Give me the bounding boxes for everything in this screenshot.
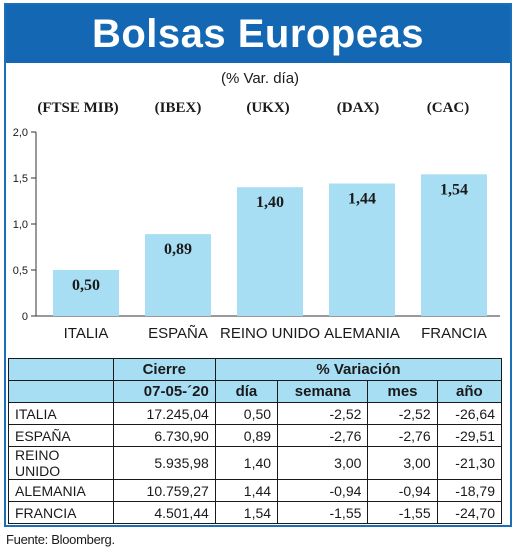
row-mes: -1,55 xyxy=(367,501,438,524)
bar xyxy=(145,234,211,316)
y-tick-label: 1,0 xyxy=(13,219,28,231)
row-cierre: 4.501,44 xyxy=(112,501,216,524)
row-name: ESPAÑA xyxy=(8,424,114,447)
index-label-dax: (DAX) xyxy=(336,100,380,116)
header-cierre: Cierre xyxy=(112,358,216,381)
row-mes: -2,52 xyxy=(367,402,438,425)
row-dia: 1,40 xyxy=(214,446,279,480)
bars-group: 0,50 0,89 1,40 1,44 1,54 xyxy=(53,174,487,316)
row-cierre: 17.245,04 xyxy=(112,402,216,425)
y-tick-label: 1,5 xyxy=(13,173,28,185)
bar-value-label: 1,54 xyxy=(440,181,468,198)
table-row: ITALIA 17.245,04 0,50 -2,52 -2,52 -26,64 xyxy=(8,402,503,425)
bar-value-label: 0,89 xyxy=(164,241,192,258)
bar xyxy=(53,270,119,316)
page-title: Bolsas Europeas xyxy=(6,5,510,63)
row-dia: 1,54 xyxy=(214,501,279,524)
index-label-cac: (CAC) xyxy=(426,100,470,116)
chart-subtitle: (% Var. día) xyxy=(220,70,300,87)
bar-value-label: 1,40 xyxy=(256,194,284,211)
row-anio: -26,64 xyxy=(436,402,503,425)
row-name: FRANCIA xyxy=(8,501,114,524)
table-subheader-row: 07-05-´20 día semana mes año xyxy=(8,380,503,403)
row-mes: 3,00 xyxy=(367,446,438,480)
header-semana: semana xyxy=(277,380,369,403)
table-row: REINO UNIDO 5.935,98 1,40 3,00 3,00 -21,… xyxy=(8,446,503,480)
bar xyxy=(421,174,487,316)
table-row: FRANCIA 4.501,44 1,54 -1,55 -1,55 -24,70 xyxy=(8,501,503,524)
header-mes: mes xyxy=(367,380,438,403)
row-name: REINO UNIDO xyxy=(8,446,114,480)
row-semana: -0,94 xyxy=(277,479,369,502)
row-anio: -18,79 xyxy=(436,479,503,502)
index-label-ukx: (UKX) xyxy=(246,100,290,116)
x-category-label: FRANCIA xyxy=(421,325,487,342)
row-semana: 3,00 xyxy=(277,446,369,480)
row-anio: -24,70 xyxy=(436,501,503,524)
index-label-ibex: (IBEX) xyxy=(154,100,202,116)
bar-value-label: 0,50 xyxy=(72,277,100,294)
row-name: ITALIA xyxy=(8,402,114,425)
y-tick-label: 2,0 xyxy=(13,127,28,139)
subheader-blank xyxy=(8,380,114,403)
row-cierre: 5.935,98 xyxy=(112,446,216,480)
row-dia: 0,89 xyxy=(214,424,279,447)
index-label-ftse-mib: (FTSE MIB) xyxy=(37,100,119,116)
x-axis-labels: ITALIA ESPAÑA REINO UNIDO ALEMANIA FRANCIA xyxy=(64,325,487,342)
y-tick-label: 0 xyxy=(22,311,28,323)
market-table: Cierre % Variación 07-05-´20 día semana … xyxy=(8,358,503,524)
row-anio: -21,30 xyxy=(436,446,503,480)
table-row: ESPAÑA 6.730,90 0,89 -2,76 -2,76 -29,51 xyxy=(8,424,503,447)
bar xyxy=(237,187,303,316)
row-semana: -2,76 xyxy=(277,424,369,447)
y-tick-label: 0,5 xyxy=(13,265,28,277)
table-header-row: Cierre % Variación xyxy=(8,358,503,381)
header-dia: día xyxy=(214,380,279,403)
header-blank xyxy=(8,358,114,381)
table-row: ALEMANIA 10.759,27 1,44 -0,94 -0,94 -18,… xyxy=(8,479,503,502)
bar-chart: 0 0,5 1,0 1,5 2,0 0,50 0,89 1,40 1,44 1,54 ITALI… xyxy=(13,127,500,342)
row-dia: 1,44 xyxy=(214,479,279,502)
row-cierre: 6.730,90 xyxy=(112,424,216,447)
row-name: ALEMANIA xyxy=(8,479,114,502)
x-category-label: ALEMANIA xyxy=(324,325,400,342)
row-semana: -1,55 xyxy=(277,501,369,524)
row-semana: -2,52 xyxy=(277,402,369,425)
infographic-frame xyxy=(4,3,512,527)
x-category-label: ESPAÑA xyxy=(148,325,208,342)
row-mes: -0,94 xyxy=(367,479,438,502)
header-anio: año xyxy=(436,380,503,403)
bar-value-label: 1,44 xyxy=(348,191,376,208)
x-category-label: ITALIA xyxy=(64,325,109,342)
header-variacion: % Variación xyxy=(214,358,503,381)
x-category-label: REINO UNIDO xyxy=(220,325,320,342)
source-note: Fuente: Bloomberg. xyxy=(6,532,115,547)
row-mes: -2,76 xyxy=(367,424,438,447)
bar xyxy=(329,183,395,316)
header-date: 07-05-´20 xyxy=(112,380,216,403)
row-anio: -29,51 xyxy=(436,424,503,447)
row-dia: 0,50 xyxy=(214,402,279,425)
row-cierre: 10.759,27 xyxy=(112,479,216,502)
